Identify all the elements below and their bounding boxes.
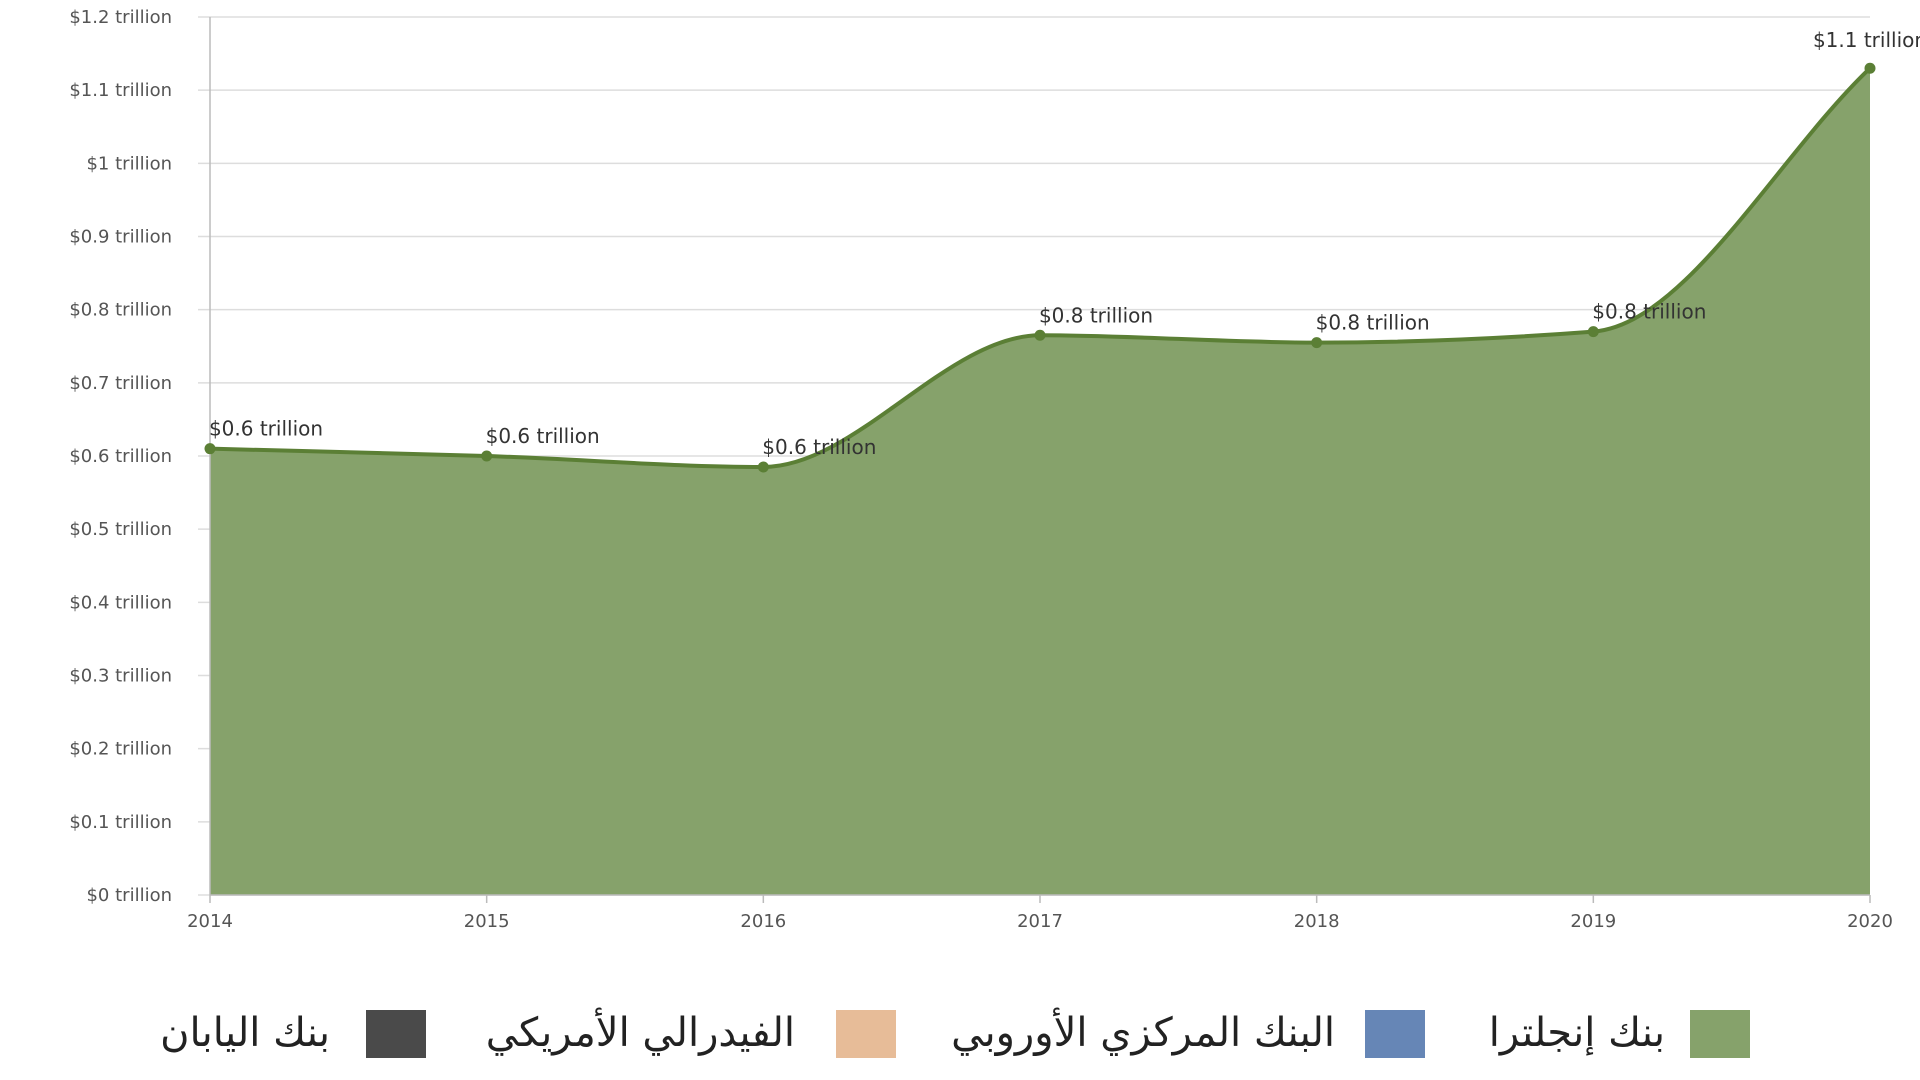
axes: $0 trillion $0.1 trillion $0.2 trillion $0.… bbox=[69, 7, 1893, 932]
data-label: $0.6 trillion bbox=[209, 417, 323, 441]
area-fill bbox=[210, 68, 1870, 895]
y-tick-label: $1.1 trillion bbox=[69, 80, 172, 101]
legend: بنك إنجلترا البنك المركزي الأوروبي الفيد… bbox=[0, 998, 1920, 1074]
y-tick-label: $0.7 trillion bbox=[69, 373, 172, 394]
data-point bbox=[1034, 329, 1046, 341]
x-tick-label: 2016 bbox=[740, 911, 786, 932]
x-tick-label: 2017 bbox=[1017, 911, 1063, 932]
y-tick-label: $0.1 trillion bbox=[69, 812, 172, 833]
legend-swatch-ecb bbox=[1365, 1010, 1425, 1058]
x-tick-label: 2018 bbox=[1294, 911, 1340, 932]
x-tick-label: 2019 bbox=[1570, 911, 1616, 932]
y-tick-label: $0.9 trillion bbox=[69, 227, 172, 248]
data-label: $1.1 trillion bbox=[1813, 28, 1920, 52]
data-label: $0.6 trillion bbox=[762, 435, 876, 459]
x-tick-label: 2020 bbox=[1847, 911, 1893, 932]
area-series bbox=[209, 66, 1872, 895]
legend-label-us-fed: الفيدرالي الأمريكي bbox=[485, 1010, 795, 1056]
data-point bbox=[1311, 337, 1323, 349]
y-tick-label: $0.8 trillion bbox=[69, 300, 172, 321]
y-tick-label: $0.5 trillion bbox=[69, 519, 172, 540]
data-point bbox=[481, 450, 493, 462]
legend-label-ecb: البنك المركزي الأوروبي bbox=[951, 1010, 1335, 1056]
y-tick-label: $0.6 trillion bbox=[69, 446, 172, 467]
data-point bbox=[204, 443, 216, 455]
data-label: $0.8 trillion bbox=[1316, 311, 1430, 335]
data-point bbox=[1864, 62, 1876, 74]
data-point bbox=[757, 461, 769, 473]
x-tick-label: 2014 bbox=[187, 911, 233, 932]
y-tick-label: $0.4 trillion bbox=[69, 592, 172, 613]
y-tick-label: $0 trillion bbox=[86, 885, 172, 906]
y-tick-label: $1 trillion bbox=[86, 153, 172, 174]
data-label: $0.8 trillion bbox=[1592, 300, 1706, 324]
data-labels: $0.6 trillion $0.6 trillion $0.6 trillion $… bbox=[204, 28, 1920, 473]
legend-swatch-bank-of-japan bbox=[366, 1010, 426, 1058]
legend-swatch-bank-of-england bbox=[1690, 1010, 1750, 1058]
y-tick-label: $1.2 trillion bbox=[69, 7, 172, 28]
data-label: $0.8 trillion bbox=[1039, 303, 1153, 327]
data-label: $0.6 trillion bbox=[486, 424, 600, 448]
legend-swatch-us-fed bbox=[836, 1010, 896, 1058]
legend-label-bank-of-japan: بنك اليابان bbox=[160, 1010, 330, 1056]
legend-label-bank-of-england: بنك إنجلترا bbox=[1488, 1010, 1665, 1056]
data-point bbox=[1587, 326, 1599, 338]
y-tick-label: $0.2 trillion bbox=[69, 739, 172, 760]
y-tick-label: $0.3 trillion bbox=[69, 666, 172, 687]
x-tick-label: 2015 bbox=[464, 911, 510, 932]
